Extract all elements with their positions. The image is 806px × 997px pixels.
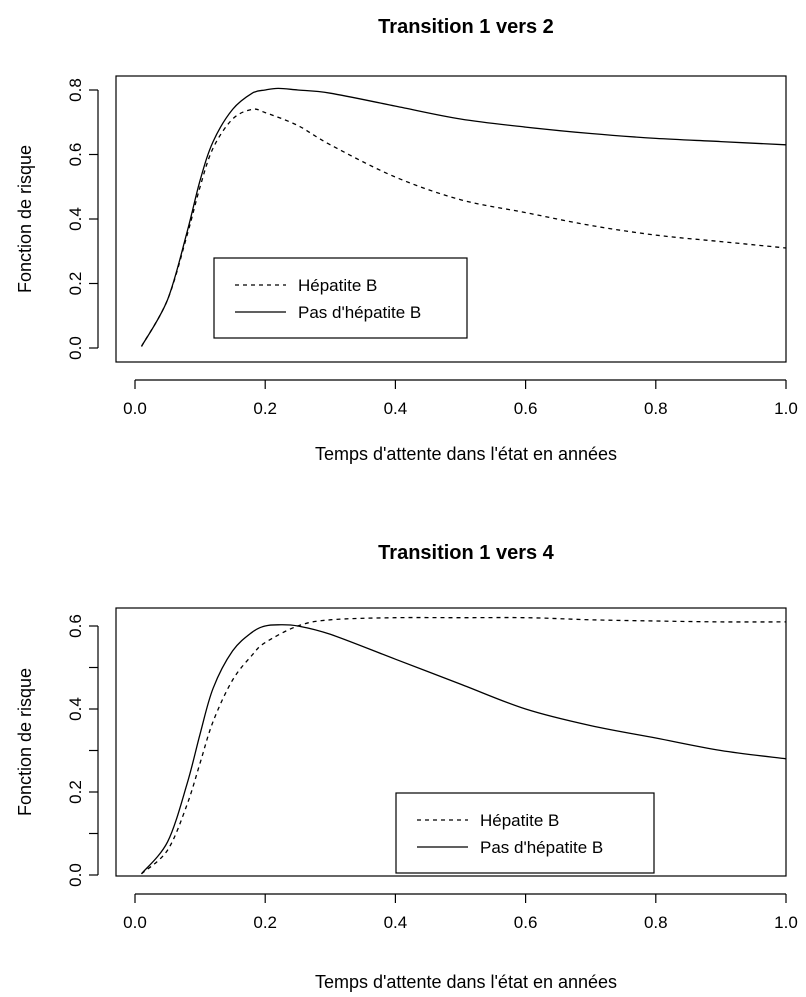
chart-2-x-tick-label: 0.8 — [644, 913, 668, 932]
chart-2-y-tick-label: 0.0 — [66, 863, 85, 887]
chart-1-plot-frame — [115, 75, 787, 363]
chart-1-y-tick-label: 0.8 — [66, 78, 85, 102]
chart-1-x-tick-label: 0.2 — [253, 399, 277, 418]
chart-1-title: Transition 1 vers 2 — [378, 16, 554, 38]
chart-2-series-hepatite-b-line — [141, 616, 787, 875]
chart-1-y-axis-label: Fonction de risque — [15, 145, 35, 293]
chart-2-legend-label-pas-hepatite-b: Pas d'hépatite B — [480, 838, 603, 857]
chart-1-x-tick-label: 0.4 — [384, 399, 408, 418]
chart-2-x-tick-label: 0.4 — [384, 913, 408, 932]
chart-2-series-pas-hepatite-b-line — [140, 624, 787, 875]
chart-2-y-tick-label: 0.4 — [66, 697, 85, 721]
chart-2-y-tick-label: 0.6 — [66, 614, 85, 638]
chart-1-y-tick-label: 0.4 — [66, 207, 85, 231]
chart-2-x-tick-label: 0.2 — [253, 913, 277, 932]
chart-1-x-tick-label: 0.0 — [123, 399, 147, 418]
chart-1-series-pas-hepatite-b-line — [140, 87, 787, 347]
chart-2-y-tick-label: 0.2 — [66, 780, 85, 804]
chart-1-x-axis-label: Temps d'attente dans l'état en années — [315, 444, 617, 464]
chart-2-title: Transition 1 vers 4 — [378, 542, 555, 564]
chart-2-x-tick-label: 0.6 — [514, 913, 538, 932]
chart-1-series-hepatite-b-line — [140, 108, 787, 347]
chart-1-y-tick-label: 0.2 — [66, 272, 85, 296]
chart-2-y-axis-label: Fonction de risque — [15, 668, 35, 816]
chart-1-legend-box — [213, 257, 468, 339]
chart-2-legend-label-hepatite-b: Hépatite B — [480, 811, 559, 830]
chart-1-legend-label-hepatite-b: Hépatite B — [298, 276, 377, 295]
chart-1-x-tick-label: 0.6 — [514, 399, 538, 418]
chart-1-x-tick-label: 0.8 — [644, 399, 668, 418]
chart-2-legend-box — [395, 792, 655, 874]
chart-2-plot-frame — [115, 607, 787, 877]
chart-1-legend-label-pas-hepatite-b: Pas d'hépatite B — [298, 303, 421, 322]
chart-1-y-tick-label: 0.0 — [66, 336, 85, 360]
chart-2-x-tick-label: 0.0 — [123, 913, 147, 932]
chart-1-y-tick-label: 0.6 — [66, 143, 85, 167]
chart-2-x-axis-label: Temps d'attente dans l'état en années — [315, 972, 617, 992]
chart-2-x-tick-label: 1.0 — [774, 913, 798, 932]
chart-1-x-tick-label: 1.0 — [774, 399, 798, 418]
